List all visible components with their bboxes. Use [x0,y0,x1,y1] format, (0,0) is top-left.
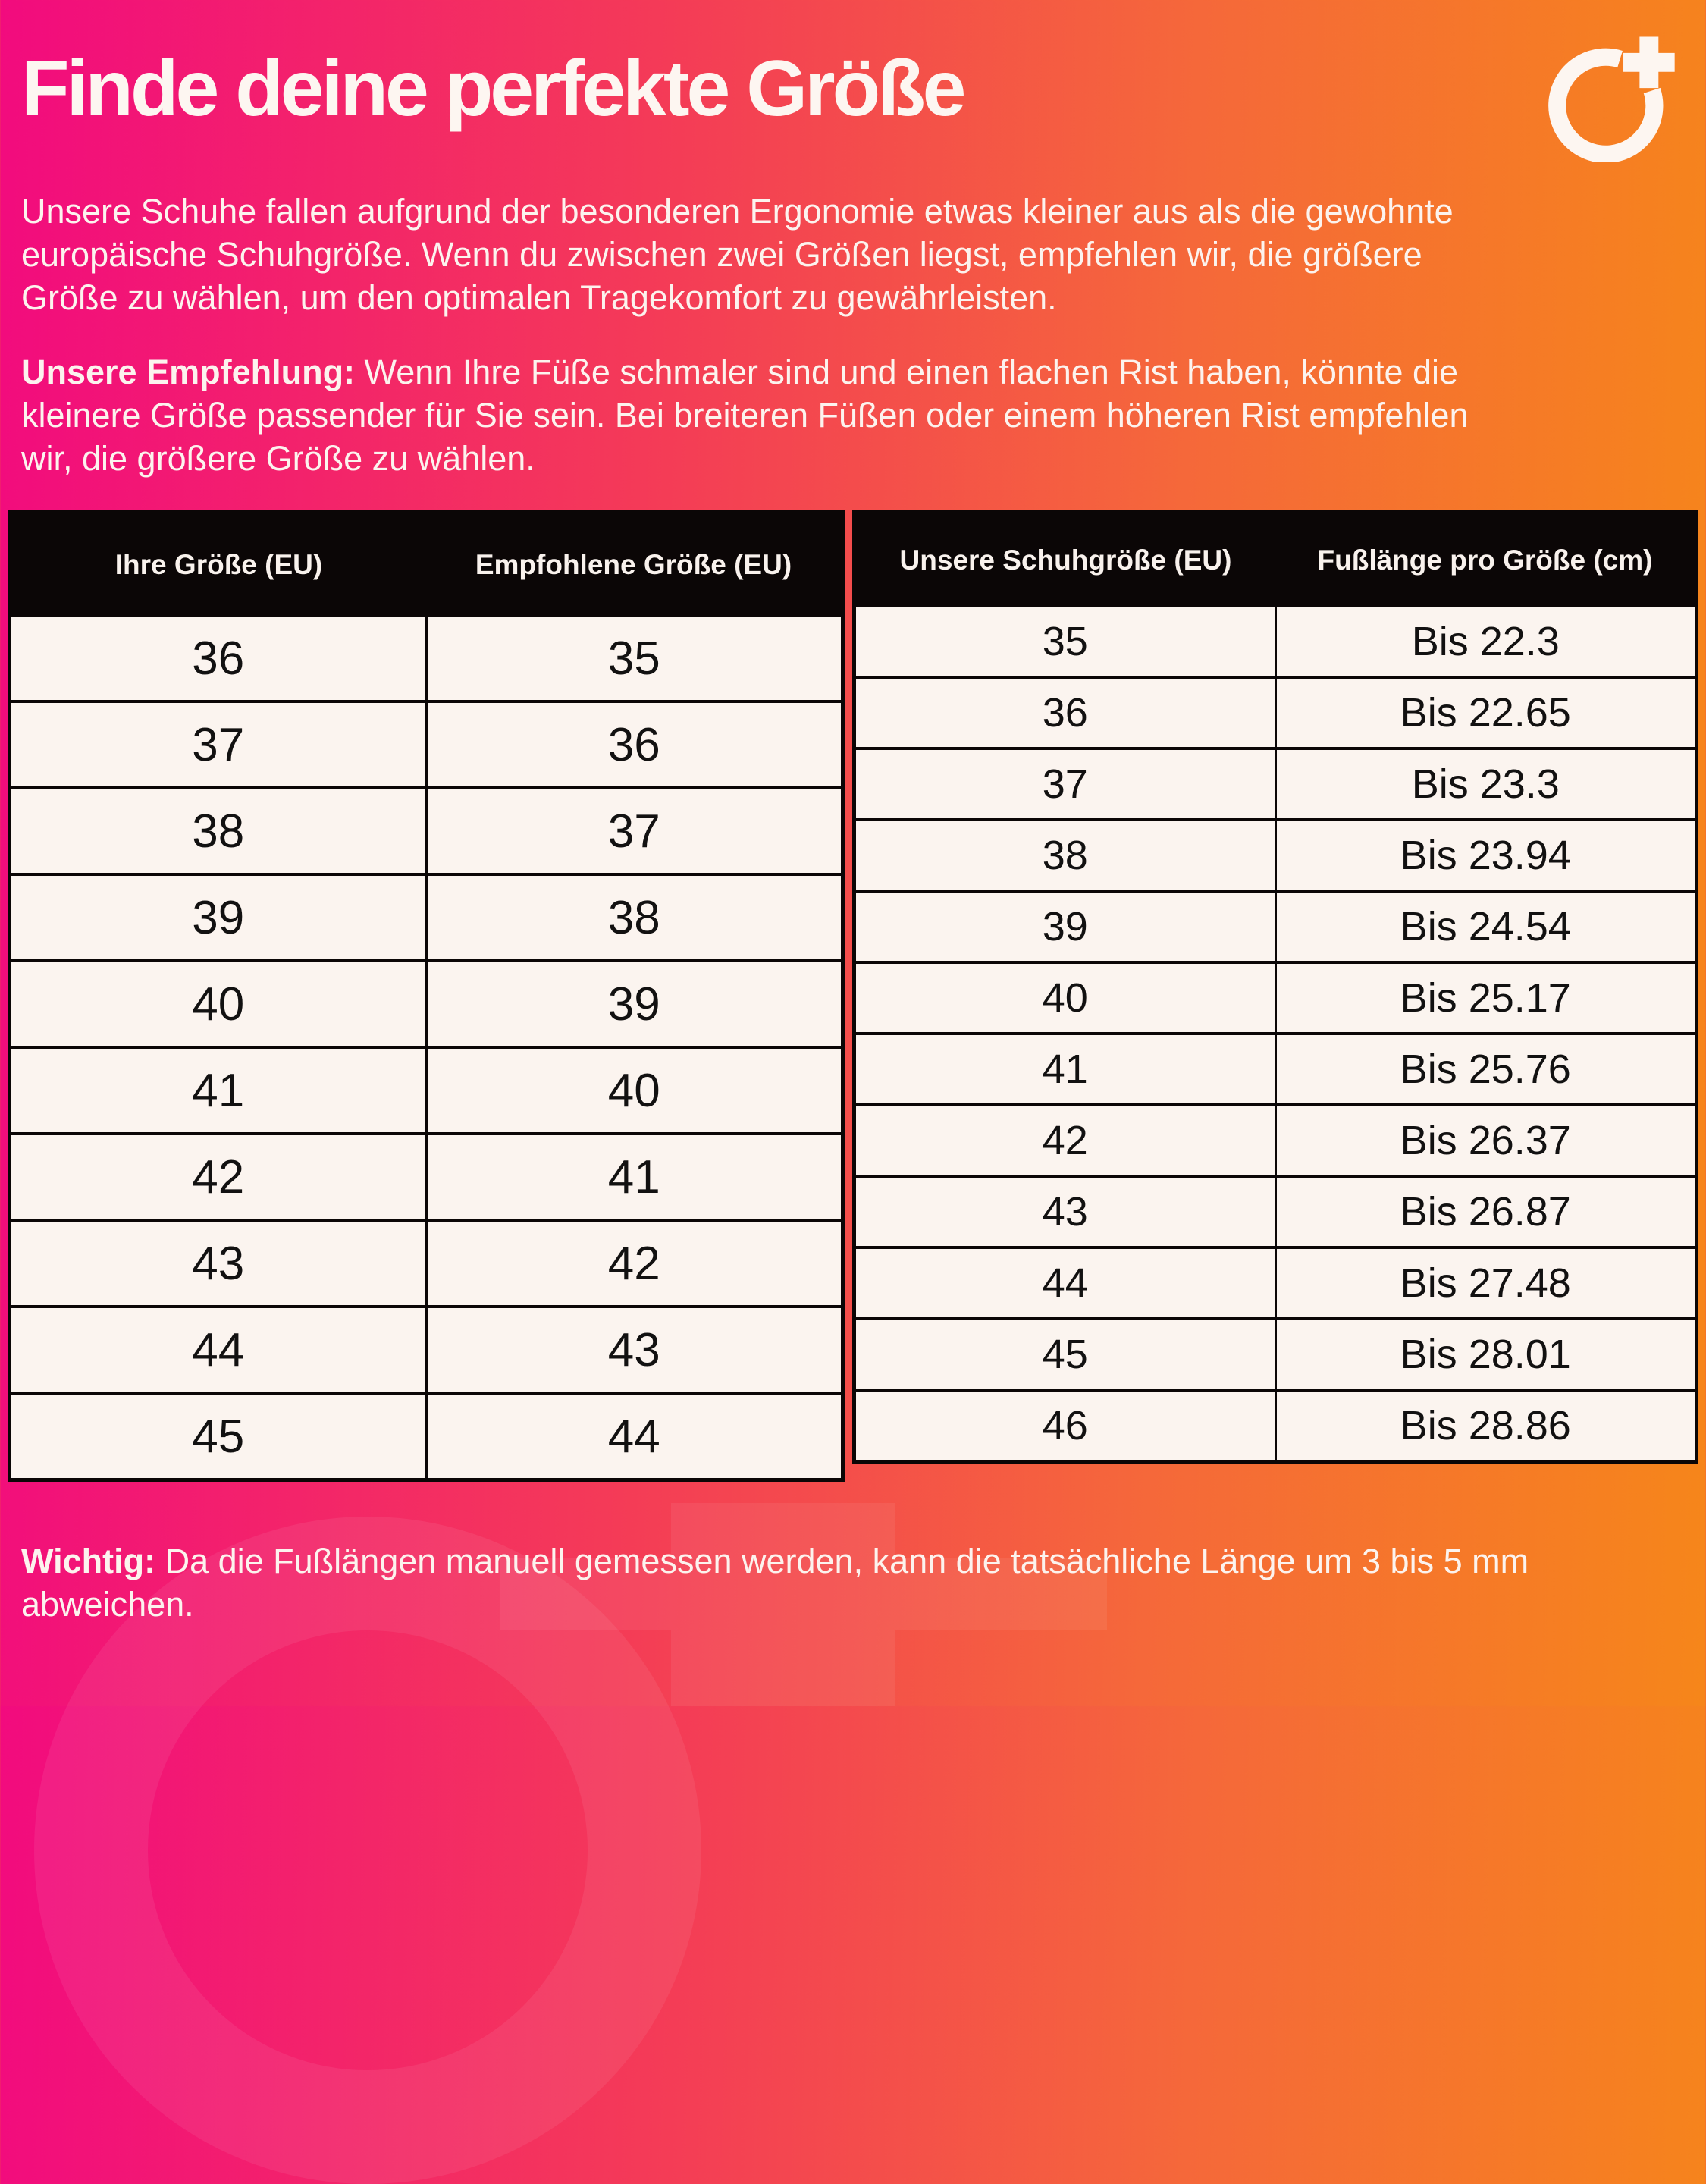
table-row: 42 41 [11,1132,841,1219]
watermark-plus-icon [500,1503,1107,1706]
foot-length-cell: Bis 28.01 [1274,1320,1695,1389]
table-row: 39 Bis 24.54 [856,890,1695,961]
shoe-size-cell: 42 [1042,1118,1088,1163]
foot-length-cell: Bis 28.86 [1274,1392,1695,1460]
recommendation-paragraph: Unsere Empfehlung: Wenn Ihre Füße schmal… [21,350,1469,480]
your-size-cell: 42 [192,1150,245,1203]
recommended-size-cell: 41 [425,1135,842,1219]
your-size-cell: 45 [192,1410,245,1463]
table-row: 37 Bis 23.3 [856,747,1695,818]
foot-length-cell: Bis 23.3 [1274,750,1695,818]
foot-length-cell: Bis 24.54 [1274,893,1695,961]
recommended-size-cell: 40 [425,1049,842,1132]
size-conversion-table-body: 36 35 37 36 38 37 39 38 40 39 [11,617,841,1478]
foot-length-cell: Bis 26.37 [1274,1106,1695,1175]
column-header-foot-length: Fußlänge pro Größe (cm) [1317,544,1653,576]
foot-length-cell: Bis 22.65 [1274,679,1695,747]
recommended-size-cell: 36 [425,703,842,786]
table-row: 41 Bis 25.76 [856,1032,1695,1103]
table-row: 40 Bis 25.17 [856,961,1695,1032]
table-row: 35 Bis 22.3 [856,607,1695,676]
shoe-size-cell: 35 [1042,619,1088,664]
table-row: 40 39 [11,959,841,1046]
table-row: 43 Bis 26.87 [856,1175,1695,1246]
foot-length-table: Unsere Schuhgröße (EU) Fußlänge pro Größ… [852,510,1698,1464]
recommendation-line: wir, die größere Größe zu wählen. [21,439,535,478]
shoe-size-cell: 43 [1042,1189,1088,1235]
shoe-size-cell: 37 [1042,761,1088,807]
foot-length-table-header: Unsere Schuhgröße (EU) Fußlänge pro Größ… [856,513,1695,607]
shoe-size-cell: 44 [1042,1260,1088,1306]
recommendation-line: Unsere Empfehlung: Wenn Ihre Füße schmal… [21,353,1459,391]
table-row: 45 Bis 28.01 [856,1317,1695,1389]
foot-length-cell: Bis 25.17 [1274,964,1695,1032]
table-row: 44 Bis 27.48 [856,1246,1695,1317]
table-row: 41 40 [11,1046,841,1132]
your-size-cell: 38 [192,805,245,858]
shoe-size-cell: 38 [1042,833,1088,878]
column-header-recommended-size: Empfohlene Größe (EU) [475,549,792,580]
recommended-size-cell: 37 [425,789,842,873]
shoe-size-cell: 39 [1042,904,1088,949]
your-size-cell: 39 [192,891,245,944]
page-title: Finde deine perfekte Größe [21,45,967,133]
foot-length-table-body: 35 Bis 22.3 36 Bis 22.65 37 Bis 23.3 38 … [856,607,1695,1460]
foot-length-cell: Bis 27.48 [1274,1249,1695,1317]
intro-line: Unsere Schuhe fallen aufgrund der besond… [21,192,1454,231]
recommended-size-cell: 44 [425,1395,842,1478]
foot-length-cell: Bis 25.76 [1274,1035,1695,1103]
footer-note: Wichtig: Da die Fußlängen manuell gemess… [21,1539,1529,1626]
table-row: 37 36 [11,700,841,786]
table-row: 38 Bis 23.94 [856,818,1695,890]
table-row: 46 Bis 28.86 [856,1389,1695,1460]
size-conversion-table: Ihre Größe (EU) Empfohlene Größe (EU) 36… [8,510,845,1482]
footer-line: abweichen. [21,1585,194,1624]
recommendation-label: Unsere Empfehlung: [21,353,356,391]
foot-length-cell: Bis 26.87 [1274,1178,1695,1246]
your-size-cell: 36 [192,632,245,685]
your-size-cell: 44 [192,1323,245,1376]
your-size-cell: 40 [192,977,245,1031]
recommendation-line: kleinere Größe passender für Sie sein. B… [21,396,1469,435]
table-row: 42 Bis 26.37 [856,1103,1695,1175]
o-plus-logo-icon [1548,36,1675,162]
foot-length-cell: Bis 22.3 [1274,607,1695,676]
table-row: 44 43 [11,1305,841,1392]
size-conversion-table-header: Ihre Größe (EU) Empfohlene Größe (EU) [11,513,841,617]
table-row: 38 37 [11,786,841,873]
recommended-size-cell: 39 [425,962,842,1046]
footer-label: Wichtig: [21,1542,156,1580]
recommended-size-cell: 35 [425,617,842,700]
intro-line: Größe zu wählen, um den optimalen Tragek… [21,278,1057,317]
table-row: 45 44 [11,1392,841,1478]
recommended-size-cell: 43 [425,1308,842,1392]
recommended-size-cell: 38 [425,876,842,959]
column-header-your-size: Ihre Größe (EU) [114,549,323,580]
intro-paragraph: Unsere Schuhe fallen aufgrund der besond… [21,190,1454,319]
shoe-size-cell: 41 [1042,1046,1088,1092]
shoe-size-cell: 45 [1042,1332,1088,1377]
table-row: 36 35 [11,617,841,700]
table-row: 39 38 [11,873,841,959]
table-row: 43 42 [11,1219,841,1305]
recommended-size-cell: 42 [425,1222,842,1305]
shoe-size-cell: 46 [1042,1403,1088,1448]
shoe-size-cell: 40 [1042,975,1088,1021]
table-row: 36 Bis 22.65 [856,676,1695,747]
your-size-cell: 41 [192,1064,245,1117]
foot-length-cell: Bis 23.94 [1274,821,1695,890]
shoe-size-cell: 36 [1042,690,1088,736]
column-header-our-shoe-size: Unsere Schuhgröße (EU) [899,544,1232,576]
your-size-cell: 43 [192,1237,245,1290]
footer-line: Wichtig: Da die Fußlängen manuell gemess… [21,1542,1529,1580]
your-size-cell: 37 [192,718,245,771]
intro-line: europäische Schuhgröße. Wenn du zwischen… [21,235,1422,274]
